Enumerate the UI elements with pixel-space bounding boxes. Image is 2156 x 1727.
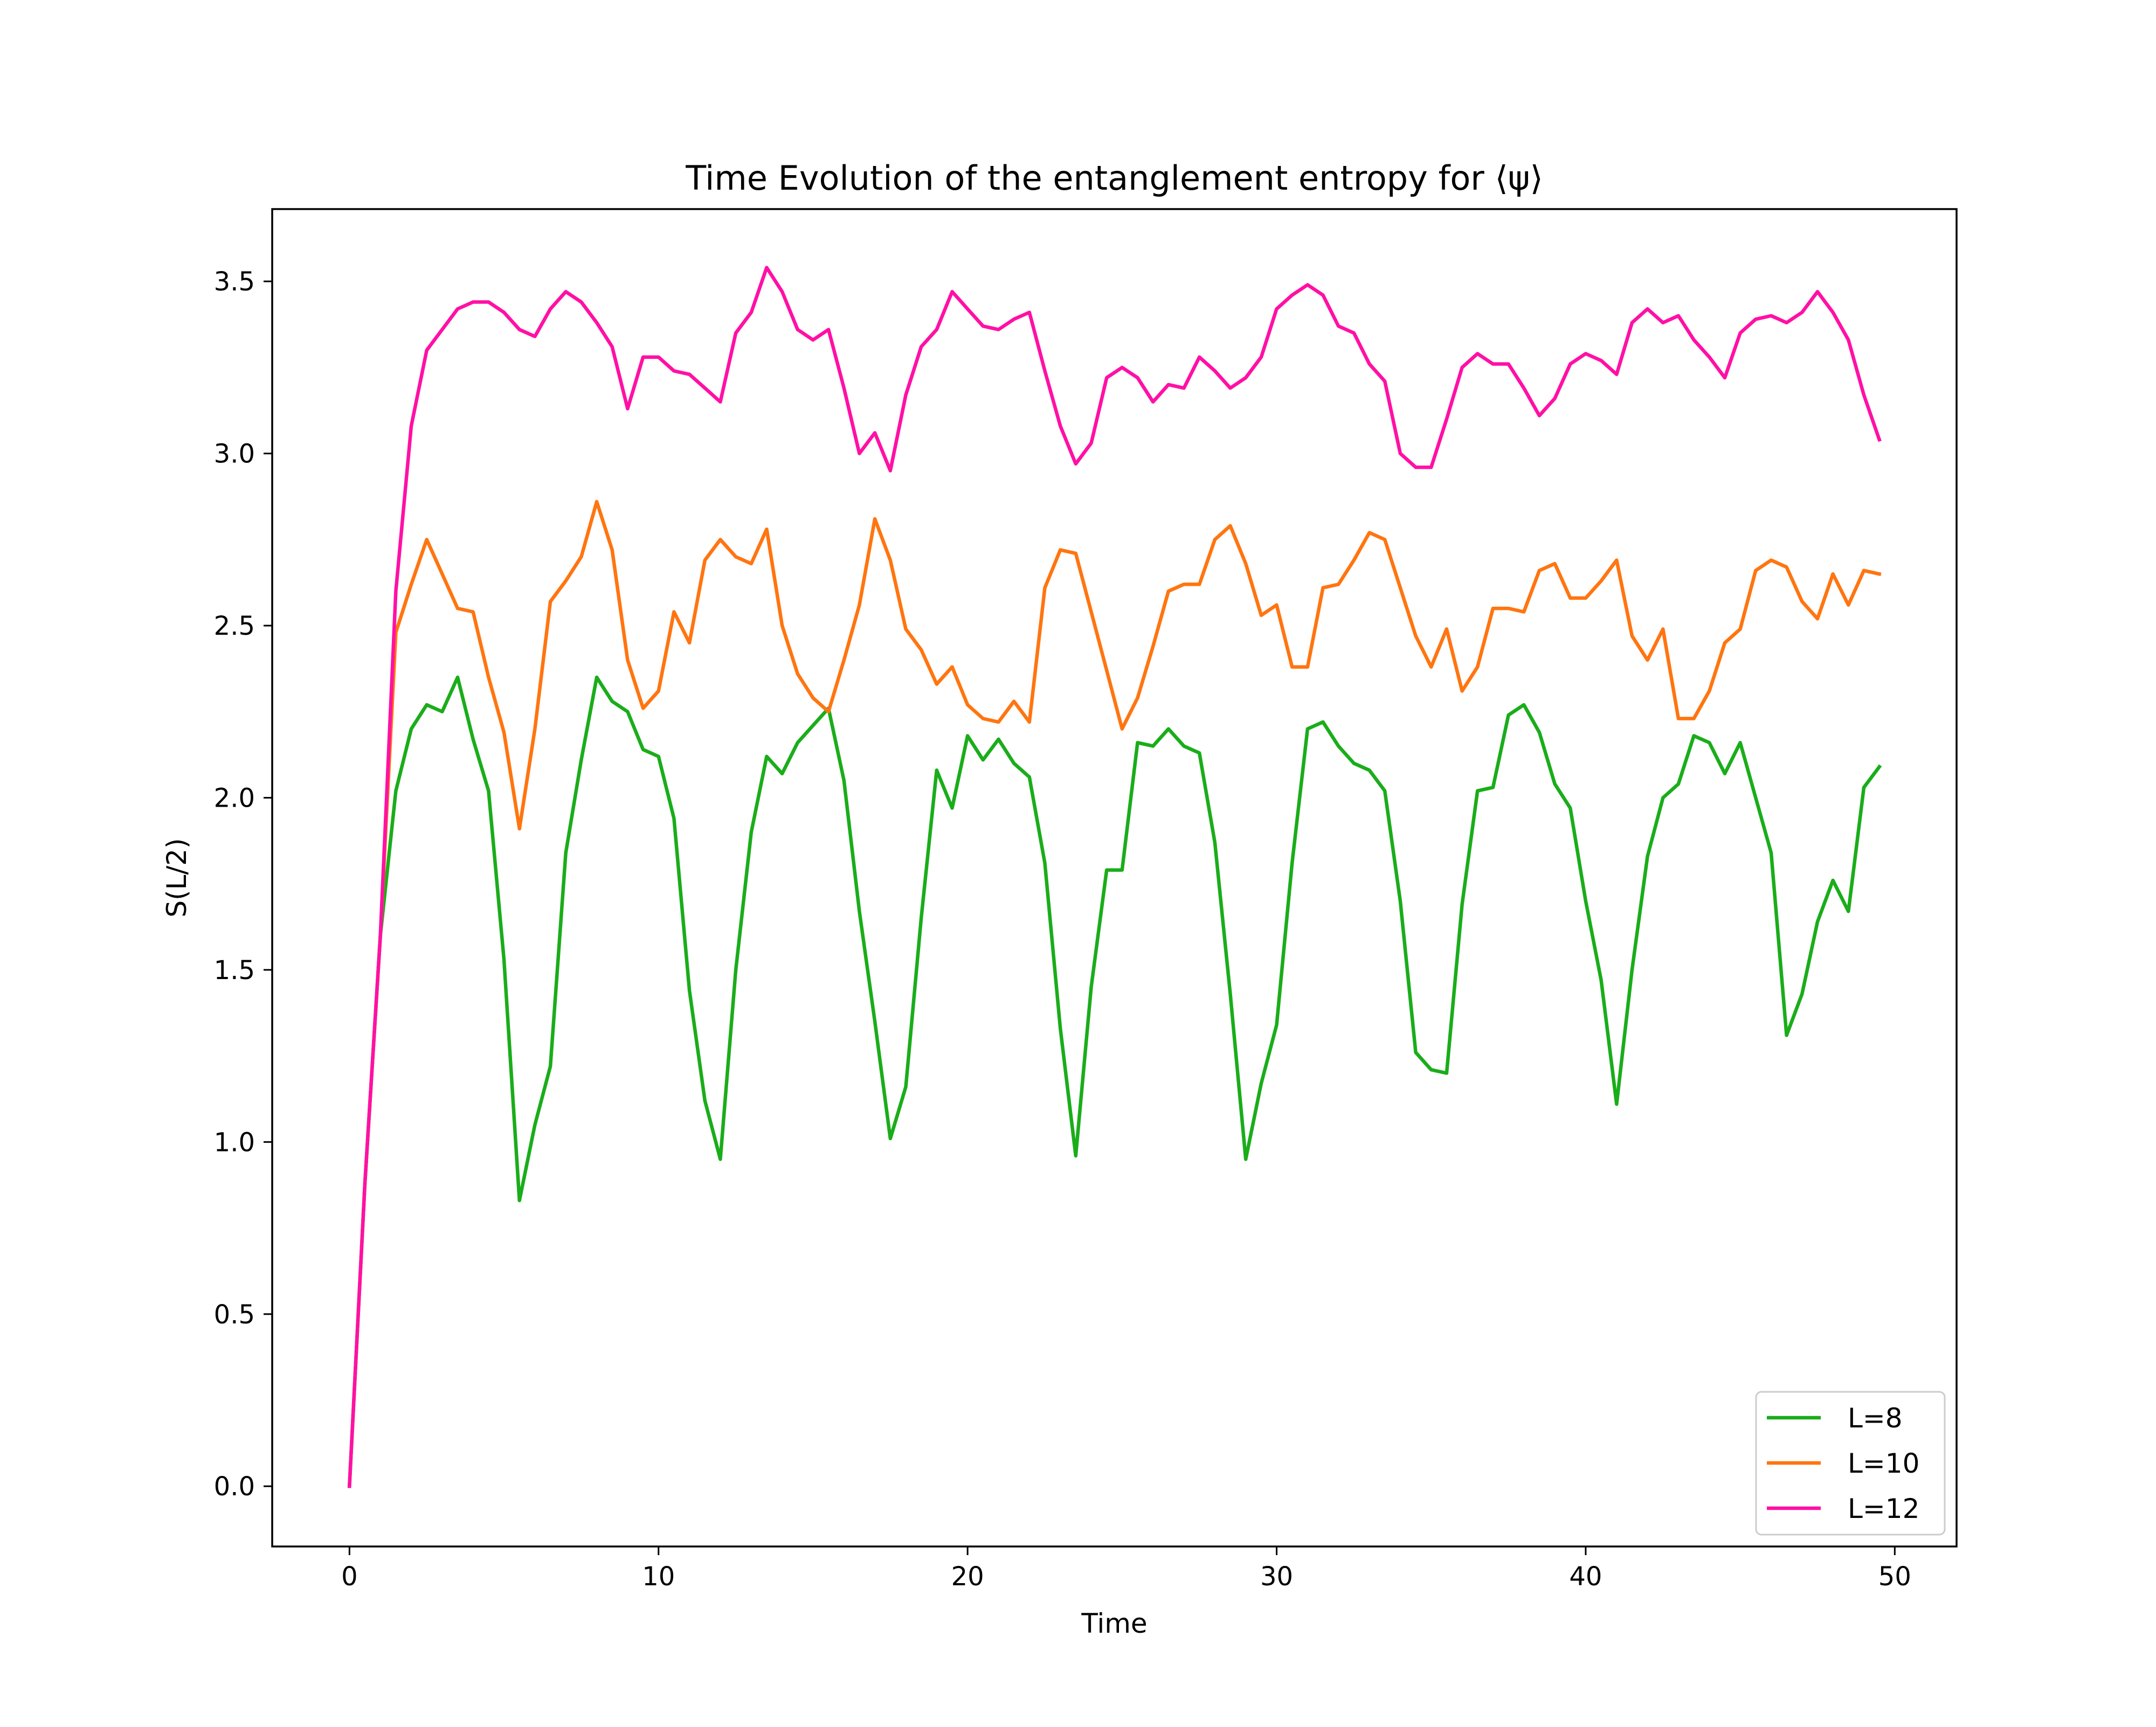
y-tick-label: 1.0 bbox=[214, 1127, 255, 1157]
series-line-l12 bbox=[347, 266, 1882, 1488]
y-axis-ticks: 0.0 0.5 1.0 1.5 2.0 2.5 3.0 3.5 bbox=[214, 267, 272, 1502]
legend-label: L=8 bbox=[1848, 1403, 1903, 1434]
x-tick-label: 0 bbox=[341, 1562, 358, 1592]
y-tick-label: 2.0 bbox=[214, 783, 255, 813]
x-axis-ticks: 0 10 20 30 40 50 bbox=[341, 1546, 1911, 1592]
y-tick-label: 0.0 bbox=[214, 1472, 255, 1502]
y-tick-label: 1.5 bbox=[214, 955, 255, 986]
legend: L=8 L=10 L=12 bbox=[1755, 1391, 1946, 1536]
chart-title: Time Evolution of the entanglement entro… bbox=[685, 158, 1543, 198]
axes-frame bbox=[271, 208, 1958, 1548]
legend-label: L=10 bbox=[1848, 1448, 1919, 1479]
series-line-l10 bbox=[347, 500, 1882, 1488]
y-tick-label: 0.5 bbox=[214, 1300, 255, 1330]
x-tick-label: 30 bbox=[1260, 1562, 1293, 1592]
legend-box bbox=[1755, 1391, 1946, 1536]
x-tick-label: 20 bbox=[951, 1562, 984, 1592]
x-tick-label: 10 bbox=[642, 1562, 675, 1592]
plot-area bbox=[271, 208, 1958, 1548]
y-tick-label: 2.5 bbox=[214, 611, 255, 641]
legend-label: L=12 bbox=[1848, 1493, 1919, 1524]
x-axis-label: Time bbox=[1081, 1608, 1147, 1639]
y-tick-label: 3.0 bbox=[214, 439, 255, 469]
y-axis-label: S(L/2) bbox=[161, 838, 192, 917]
x-tick-label: 50 bbox=[1878, 1562, 1911, 1592]
series-line-l8 bbox=[347, 675, 1882, 1488]
y-tick-label: 3.5 bbox=[214, 267, 255, 297]
x-tick-label: 40 bbox=[1569, 1562, 1602, 1592]
